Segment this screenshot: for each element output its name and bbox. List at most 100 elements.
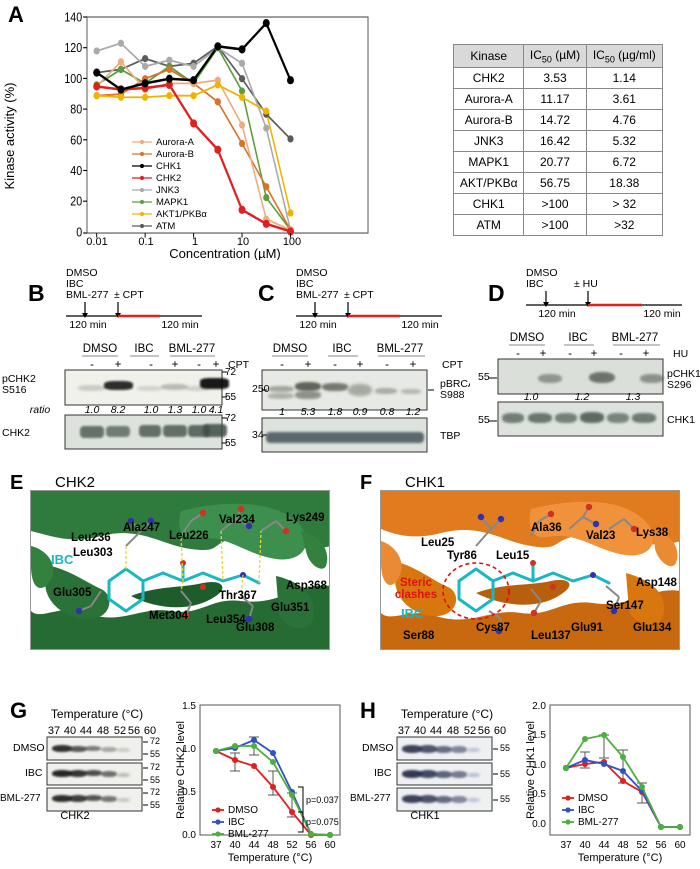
svg-text:+: + — [115, 359, 122, 371]
svg-text:DMSO: DMSO — [228, 805, 258, 816]
svg-text:p=0.075: p=0.075 — [306, 817, 339, 827]
svg-text:Ala36: Ala36 — [531, 522, 562, 534]
svg-text:CHK1: CHK1 — [667, 414, 695, 426]
svg-text:Aurora-A: Aurora-A — [156, 137, 195, 148]
svg-text:55: 55 — [150, 775, 160, 785]
svg-text:0.0: 0.0 — [182, 830, 196, 841]
svg-text:Temperature (°C): Temperature (°C) — [51, 707, 143, 721]
svg-text:1.5: 1.5 — [182, 701, 196, 712]
svg-text:IBC: IBC — [332, 343, 351, 355]
svg-text:IBC: IBC — [51, 552, 74, 567]
svg-text:DMSO: DMSO — [13, 742, 45, 754]
svg-text:120 min: 120 min — [69, 319, 107, 331]
svg-text:72: 72 — [150, 787, 160, 797]
svg-text:48: 48 — [617, 840, 629, 851]
svg-text:120: 120 — [64, 41, 82, 55]
svg-text:IBC: IBC — [568, 332, 587, 344]
svg-text:1: 1 — [279, 406, 285, 418]
svg-text:Relative CHK2 level: Relative CHK2 level — [175, 721, 187, 819]
svg-text:IBC: IBC — [134, 343, 153, 355]
svg-text:1.2: 1.2 — [575, 391, 590, 403]
svg-text:Steric: Steric — [400, 577, 433, 589]
svg-text:+: + — [410, 359, 417, 371]
svg-text:1.0: 1.0 — [85, 404, 100, 416]
svg-text:52: 52 — [636, 840, 648, 851]
svg-text:Leu25: Leu25 — [421, 537, 455, 549]
svg-text:55: 55 — [500, 794, 510, 804]
svg-text:44: 44 — [598, 840, 610, 851]
svg-text:120 min: 120 min — [161, 319, 199, 331]
svg-text:120 min: 120 min — [401, 319, 439, 331]
svg-text:Asp368: Asp368 — [286, 580, 328, 592]
svg-text:S988: S988 — [440, 389, 465, 401]
svg-text:Thr367: Thr367 — [219, 590, 257, 602]
svg-text:DMSO: DMSO — [362, 742, 394, 754]
svg-text:55: 55 — [478, 414, 490, 426]
svg-text:72: 72 — [150, 762, 160, 772]
svg-text:52: 52 — [114, 725, 126, 737]
svg-text:5.3: 5.3 — [301, 406, 316, 418]
svg-text:40: 40 — [229, 840, 241, 851]
svg-text:+: + — [540, 348, 547, 360]
svg-text:-: - — [333, 359, 337, 371]
svg-text:-: - — [280, 359, 284, 371]
svg-text:IBC: IBC — [228, 817, 245, 828]
svg-text:Leu15: Leu15 — [496, 550, 530, 562]
svg-text:BML-277: BML-277 — [296, 289, 339, 301]
svg-text:Glu91: Glu91 — [571, 622, 604, 634]
svg-text:BML-277: BML-277 — [350, 793, 391, 804]
svg-text:100: 100 — [283, 236, 301, 248]
svg-text:TBP: TBP — [440, 430, 460, 442]
svg-text:60: 60 — [324, 840, 336, 851]
svg-text:56: 56 — [478, 725, 490, 737]
svg-text:Val234: Val234 — [219, 514, 255, 526]
svg-text:± HU: ± HU — [574, 278, 598, 290]
svg-text:40: 40 — [70, 164, 82, 178]
svg-text:4.1: 4.1 — [209, 404, 224, 416]
svg-text:20: 20 — [70, 195, 82, 209]
svg-text:+: + — [172, 359, 179, 371]
svg-text:BML-277: BML-277 — [228, 829, 269, 840]
svg-text:BML-277: BML-277 — [377, 343, 424, 355]
svg-text:Leu303: Leu303 — [73, 547, 113, 559]
svg-text:8.2: 8.2 — [111, 404, 126, 416]
svg-text:1.3: 1.3 — [626, 391, 641, 403]
svg-text:60: 60 — [494, 725, 506, 737]
svg-text:+: + — [591, 348, 598, 360]
svg-text:120 min: 120 min — [299, 319, 337, 331]
svg-text:56: 56 — [655, 840, 667, 851]
svg-text:40: 40 — [64, 725, 76, 737]
svg-text:40: 40 — [579, 840, 591, 851]
svg-text:DMSO: DMSO — [83, 343, 118, 355]
svg-text:0.8: 0.8 — [380, 406, 395, 418]
svg-text:BML-277: BML-277 — [66, 289, 109, 301]
svg-text:Relative CHK1 level: Relative CHK1 level — [525, 721, 537, 819]
svg-text:60: 60 — [70, 134, 82, 148]
svg-text:Cys87: Cys87 — [476, 622, 510, 634]
svg-text:Val23: Val23 — [586, 530, 615, 542]
svg-text:48: 48 — [447, 725, 459, 737]
svg-text:Met304: Met304 — [149, 610, 189, 622]
svg-text:48: 48 — [267, 840, 279, 851]
svg-text:0.9: 0.9 — [353, 406, 368, 418]
svg-text:DMSO: DMSO — [578, 793, 608, 804]
svg-text:1.0: 1.0 — [524, 391, 539, 403]
svg-text:100: 100 — [64, 72, 82, 86]
svg-text:44: 44 — [430, 725, 442, 737]
svg-text:1.0: 1.0 — [192, 404, 207, 416]
svg-text:Ser147: Ser147 — [606, 600, 644, 612]
svg-text:52: 52 — [464, 725, 476, 737]
svg-text:60: 60 — [674, 840, 686, 851]
svg-text:CHK2: CHK2 — [2, 427, 30, 439]
svg-text:44: 44 — [248, 840, 260, 851]
svg-text:-: - — [149, 359, 153, 371]
svg-text:BML-277: BML-277 — [612, 332, 659, 344]
svg-text:BML-277: BML-277 — [578, 817, 619, 828]
svg-text:IBC: IBC — [526, 278, 544, 290]
svg-text:120 min: 120 min — [538, 308, 576, 320]
svg-text:HU: HU — [673, 348, 688, 360]
svg-text:Glu134: Glu134 — [633, 622, 672, 634]
svg-text:Glu308: Glu308 — [236, 622, 275, 634]
svg-text:55: 55 — [500, 769, 510, 779]
svg-text:+: + — [357, 359, 364, 371]
